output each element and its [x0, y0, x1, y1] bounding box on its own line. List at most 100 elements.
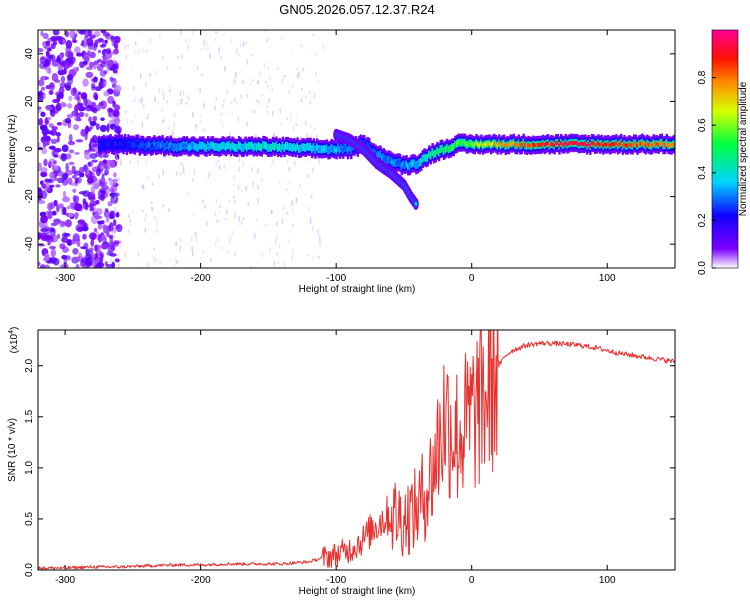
ridge-cell — [545, 141, 548, 146]
faint-cell — [162, 90, 164, 96]
noise-cell — [95, 168, 101, 177]
noise-cell — [85, 248, 90, 256]
faint-cell — [106, 251, 109, 254]
faint-cell — [154, 96, 156, 102]
ridge-cell — [663, 143, 667, 148]
faint-cell — [297, 189, 299, 192]
ridge-cell — [603, 142, 607, 147]
noise-cell — [81, 40, 85, 46]
ridge-cell — [154, 144, 158, 149]
noise-cell — [94, 215, 103, 220]
faint-cell — [175, 171, 178, 176]
noise-cell — [106, 123, 110, 133]
faint-cell — [166, 65, 169, 70]
ridge-cell — [574, 140, 577, 145]
faint-cell — [251, 78, 254, 83]
noise-cell — [86, 37, 94, 47]
faint-cell — [237, 116, 239, 122]
faint-cell — [133, 51, 136, 55]
noise-cell — [72, 39, 78, 43]
noise-cell — [62, 246, 69, 253]
faint-cell — [272, 160, 274, 165]
top-y-tick-label: 0 — [24, 146, 35, 152]
noise-cell — [38, 47, 44, 53]
ridge-cell — [280, 146, 283, 151]
noise-cell — [85, 71, 94, 78]
ridge-cell — [489, 143, 493, 148]
ridge-cell — [249, 143, 252, 148]
ridge-cell — [587, 141, 590, 146]
ridge-cell — [660, 140, 664, 145]
noise-cell — [88, 196, 96, 201]
faint-cell — [180, 238, 182, 242]
noise-cell — [106, 216, 110, 223]
faint-cell — [116, 157, 119, 163]
ridge-cell — [109, 140, 112, 145]
ridge-cell — [506, 143, 509, 148]
faint-cell — [129, 218, 132, 224]
faint-cell — [292, 224, 294, 228]
noise-cell — [82, 233, 87, 240]
faint-cell — [298, 71, 300, 78]
faint-cell — [228, 132, 231, 137]
ridge-cell — [541, 141, 545, 146]
ridge-cell — [325, 146, 329, 151]
ridge-cell — [245, 145, 249, 150]
faint-cell — [251, 167, 253, 172]
noise-cell — [100, 30, 107, 34]
ridge-cell — [151, 143, 155, 148]
faint-cell — [295, 123, 297, 127]
ridge-cell — [636, 143, 639, 148]
noise-cell — [53, 165, 59, 170]
noise-cell — [43, 158, 48, 167]
bottom-x-label: Height of straight line (km) — [299, 586, 416, 597]
ridge-cell — [315, 145, 319, 150]
ridge-cell — [128, 142, 132, 147]
faint-cell — [272, 110, 274, 117]
faint-cell — [267, 66, 269, 69]
faint-cell — [163, 118, 165, 122]
ridge-cell — [219, 144, 223, 149]
noise-cell — [112, 63, 118, 69]
noise-cell — [55, 132, 61, 137]
ridge-cell — [398, 160, 402, 165]
faint-cell — [191, 266, 193, 268]
ridge-cell — [470, 141, 473, 146]
faint-cell — [238, 166, 240, 173]
noise-cell — [114, 125, 122, 134]
faint-cell — [218, 47, 220, 54]
ridge-cell — [546, 141, 550, 146]
faint-cell — [182, 163, 185, 170]
noise-cell — [94, 244, 98, 252]
noise-cell — [74, 46, 81, 54]
faint-cell — [277, 67, 279, 70]
ridge-cell — [628, 142, 631, 147]
faint-cell — [283, 75, 286, 78]
ridge-cell — [324, 146, 327, 151]
ridge-cell — [494, 141, 498, 146]
ridge-cell — [498, 141, 501, 146]
noise-cell — [38, 106, 42, 110]
ridge-cell — [581, 141, 584, 146]
ridge-cell — [662, 143, 665, 148]
ridge-cell — [407, 164, 410, 169]
noise-cell — [89, 153, 97, 160]
ridge-cell — [150, 144, 153, 149]
ridge-cell — [478, 143, 481, 148]
faint-cell — [176, 259, 179, 265]
noise-cell — [67, 177, 73, 185]
ridge-cell — [281, 143, 285, 148]
top-x-tick-label: 0 — [469, 273, 475, 284]
noise-cell — [109, 76, 114, 82]
ridge-cell — [602, 143, 605, 148]
colorbar-tick-label: 0.6 — [697, 118, 708, 132]
faint-cell — [270, 209, 273, 214]
faint-cell — [233, 97, 236, 102]
noise-cell — [40, 86, 46, 91]
noise-cell — [38, 190, 43, 197]
ridge-cell — [132, 142, 135, 147]
faint-cell — [118, 261, 120, 268]
ridge-cell — [159, 143, 163, 148]
faint-cell — [145, 49, 148, 53]
faint-cell — [113, 199, 115, 205]
